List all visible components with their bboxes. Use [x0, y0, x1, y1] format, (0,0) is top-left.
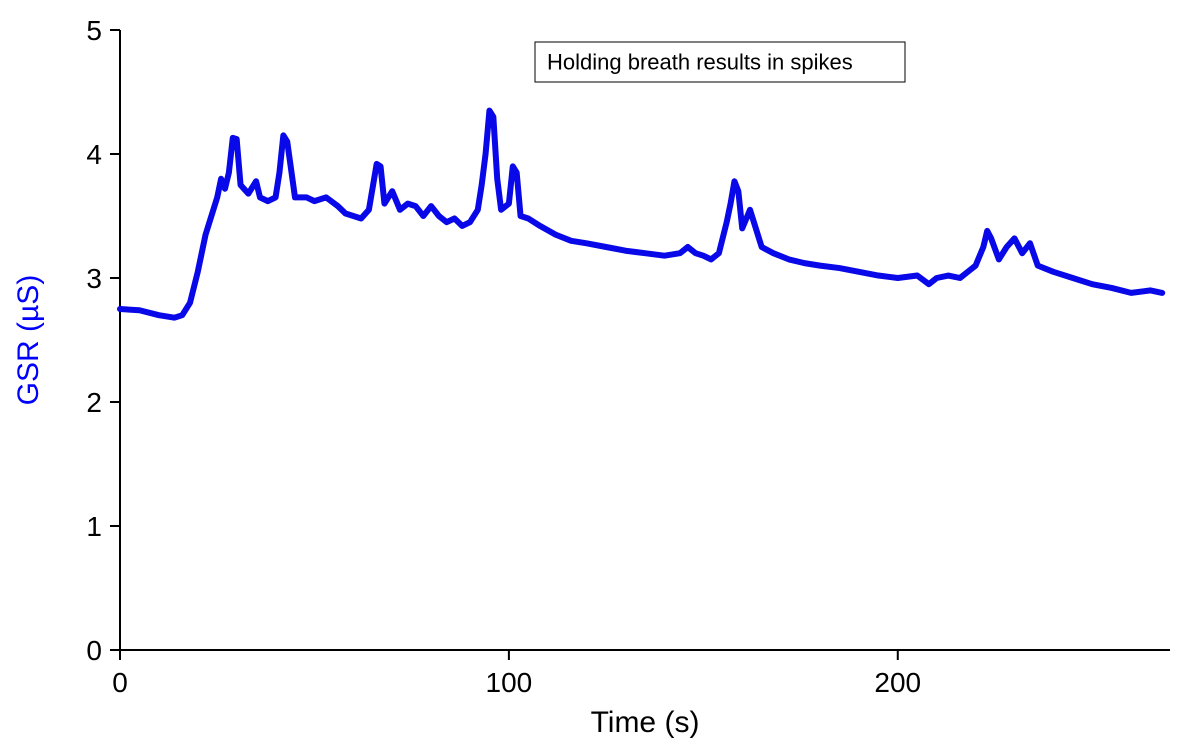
y-tick-label: 1 — [86, 511, 102, 542]
gsr-series-line — [120, 111, 1162, 318]
line-chart: 0 100 200 0 1 2 3 4 5 Holding breath results in… — [0, 0, 1200, 750]
x-tick-label: 200 — [874, 667, 921, 698]
legend-text: Holding breath results in spikes — [547, 50, 853, 75]
y-tick-label: 4 — [86, 139, 102, 170]
x-tick-label: 0 — [112, 667, 128, 698]
legend: Holding breath results in spikes — [535, 42, 905, 82]
y-axis-label: GSR (µS) — [12, 275, 45, 406]
y-tick-label: 0 — [86, 635, 102, 666]
y-tick-label: 5 — [86, 15, 102, 46]
x-tick-label: 100 — [486, 667, 533, 698]
chart-container: 0 100 200 0 1 2 3 4 5 Holding breath results in… — [0, 0, 1200, 750]
x-axis-label: Time (s) — [591, 706, 700, 739]
y-tick-label: 2 — [86, 387, 102, 418]
y-tick-label: 3 — [86, 263, 102, 294]
y-ticks: 0 1 2 3 4 5 — [86, 15, 120, 666]
x-ticks: 0 100 200 — [112, 650, 921, 698]
